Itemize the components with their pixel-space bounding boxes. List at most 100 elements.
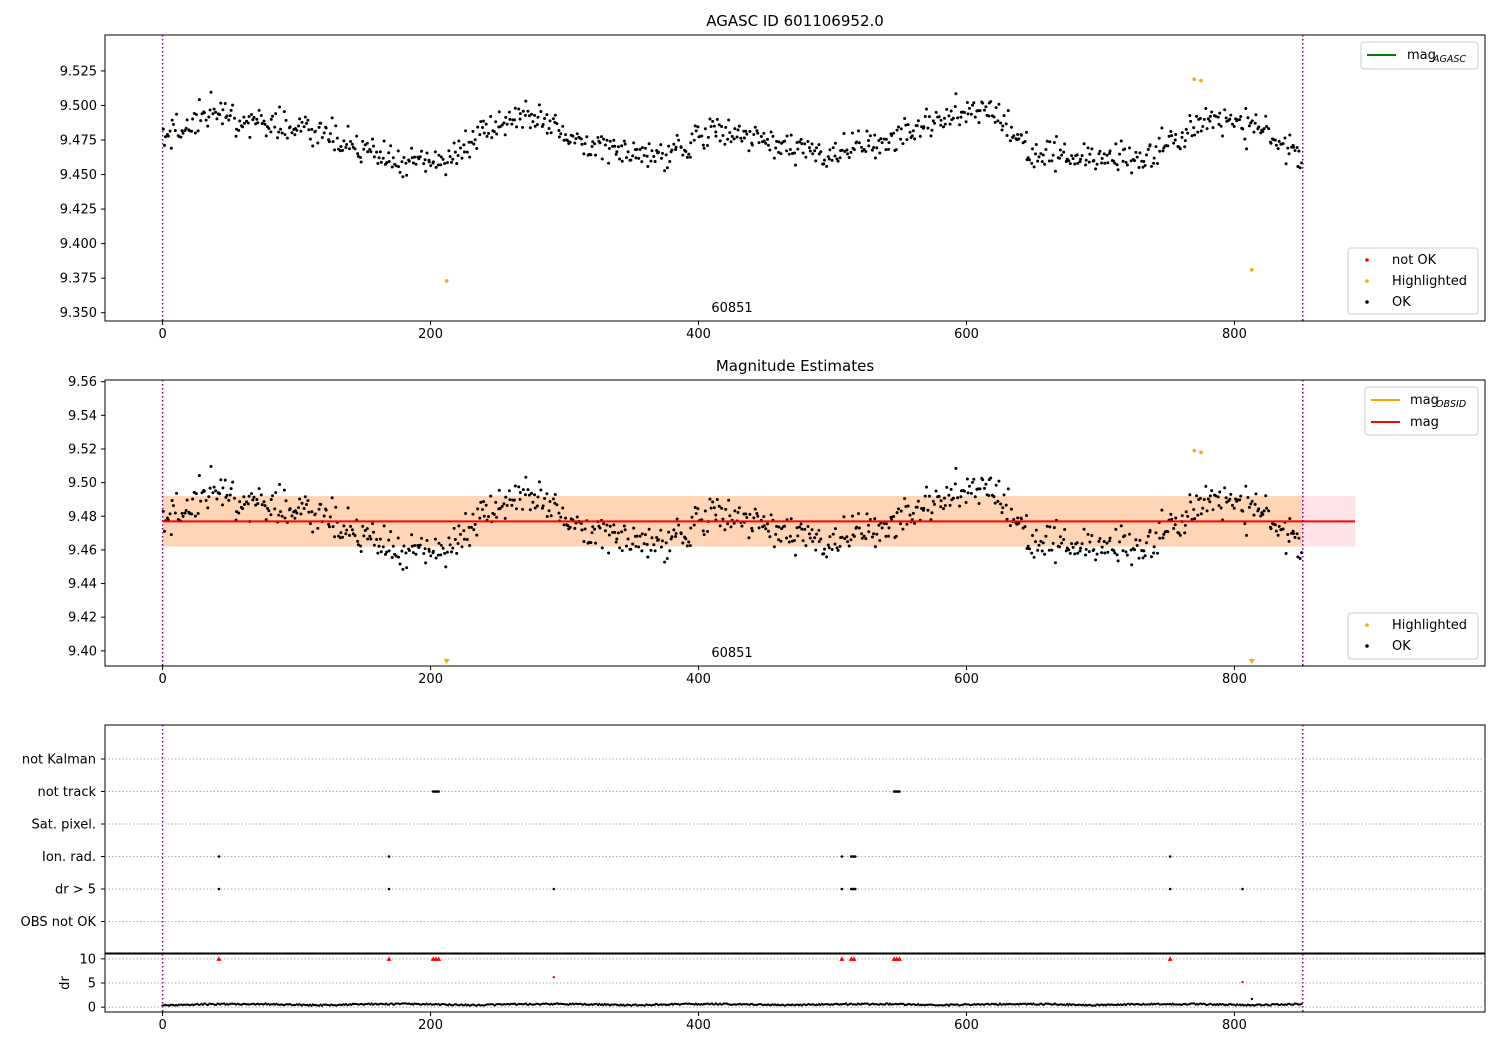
ok-point [295, 128, 299, 132]
ok-point [631, 154, 635, 158]
ok-point [293, 509, 297, 513]
y-tick-label: 9.475 [60, 134, 97, 149]
x-tick-label: 800 [1222, 672, 1247, 687]
ok-point [1001, 124, 1005, 128]
ok-point [1244, 106, 1248, 110]
ok-point [796, 147, 800, 151]
ok-point [548, 119, 552, 123]
ok-point [992, 495, 996, 499]
ok-point [870, 148, 874, 152]
ok-point [322, 514, 326, 518]
ok-point [1149, 555, 1153, 559]
y-tick-label: 9.450 [60, 168, 97, 183]
ok-point [1196, 130, 1200, 134]
ok-point [647, 142, 651, 146]
ok-point [640, 549, 644, 553]
ok-point [895, 128, 899, 132]
ok-point [819, 537, 823, 541]
ok-point [652, 543, 656, 547]
ok-point [1098, 149, 1102, 153]
ok-point [951, 116, 955, 120]
ok-point [456, 542, 460, 546]
ok-point [579, 137, 583, 141]
ok-point [1017, 521, 1021, 525]
ok-point [257, 108, 261, 112]
chart-title: AGASC ID 601106952.0 [706, 12, 884, 30]
ok-point [875, 532, 879, 536]
ok-point [530, 491, 534, 495]
ok-point [513, 106, 517, 110]
ok-point [626, 150, 630, 154]
ok-point [1134, 538, 1138, 542]
ok-point [362, 534, 366, 538]
ok-point [410, 156, 414, 160]
ok-point [926, 508, 930, 512]
ok-point [599, 135, 603, 139]
ok-point [225, 114, 229, 118]
ok-point [478, 133, 482, 137]
ok-point [1224, 496, 1228, 500]
ok-point [1297, 149, 1301, 153]
ok-point [755, 129, 759, 133]
ok-point [703, 127, 707, 131]
ok-point [972, 101, 976, 105]
ok-point [942, 116, 946, 120]
ok-point [330, 496, 334, 500]
ok-point [260, 122, 264, 126]
ok-point [300, 501, 304, 505]
ok-point [1002, 114, 1006, 118]
ok-point [1202, 498, 1206, 502]
ok-point [533, 506, 537, 510]
ok-point [640, 160, 644, 164]
ok-point [423, 547, 427, 551]
ok-point [962, 110, 966, 114]
ok-point [787, 152, 791, 156]
ok-point [467, 525, 471, 529]
ok-point [1228, 497, 1232, 501]
ok-point [895, 511, 899, 515]
ok-point [769, 130, 773, 134]
ok-point [518, 112, 522, 116]
ok-point [288, 507, 292, 511]
ok-point [564, 516, 568, 520]
legend-box [1347, 612, 1479, 660]
ok-point [807, 146, 811, 150]
ok-point [1158, 149, 1162, 153]
ok-point [800, 527, 804, 531]
y-tick-label: 9.44 [68, 577, 97, 592]
ok-point [934, 110, 938, 114]
ok-point [997, 479, 1001, 483]
ok-point [667, 530, 671, 534]
ok-point [1206, 497, 1210, 501]
ok-point [598, 526, 602, 530]
ok-point [1189, 500, 1193, 504]
ok-point [1158, 536, 1162, 540]
ok-point [1037, 155, 1041, 159]
ok-point [978, 487, 982, 491]
ok-point [1025, 547, 1029, 551]
ok-point [1043, 552, 1047, 556]
legend-subscript: OBSID [1436, 399, 1466, 410]
ok-point [1228, 117, 1232, 121]
ok-point [568, 525, 572, 529]
ok-point [590, 145, 594, 149]
ok-point [1269, 141, 1273, 145]
ok-point [283, 516, 287, 520]
ok-point [736, 511, 740, 515]
flag-point [387, 887, 391, 891]
ok-point [1190, 134, 1194, 138]
ok-point [359, 544, 363, 548]
ok-point [1100, 156, 1104, 160]
ok-point [206, 124, 210, 128]
ok-point [640, 532, 644, 536]
ok-point [867, 139, 871, 143]
ok-point [646, 165, 650, 169]
ok-point [457, 139, 461, 143]
y-tick-label: 9.40 [68, 644, 97, 659]
ok-point [339, 531, 343, 535]
ok-point [1296, 164, 1300, 168]
ok-point [856, 129, 860, 133]
ok-point [959, 495, 963, 499]
ok-point [887, 141, 891, 145]
ok-point [1079, 157, 1083, 161]
